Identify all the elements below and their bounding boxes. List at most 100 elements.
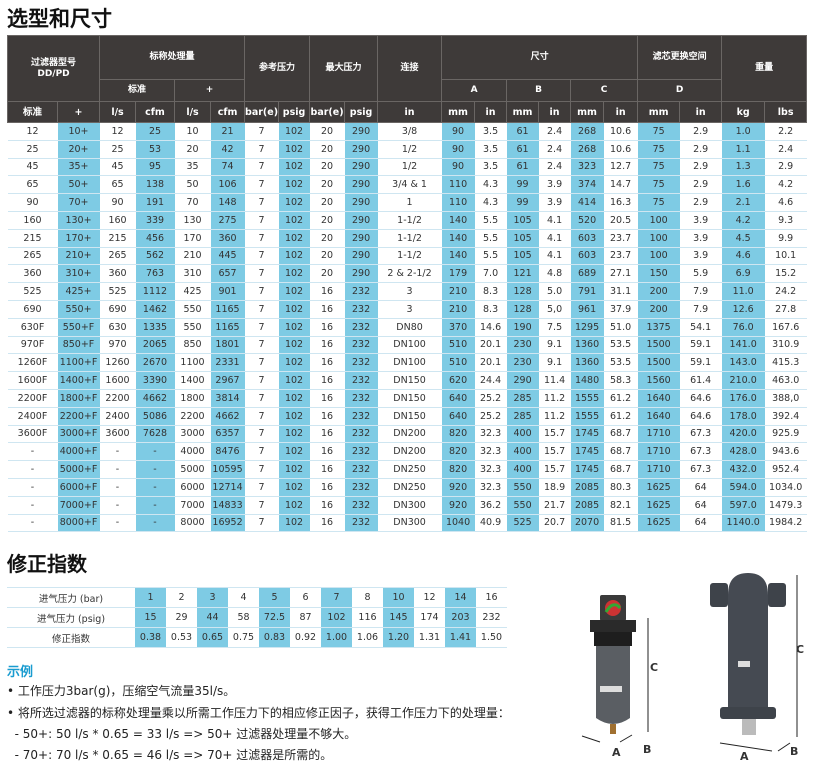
table-cell: 20 — [309, 158, 345, 177]
table-cell: 1375 — [637, 318, 680, 337]
table-cell: 1.0 — [721, 122, 765, 141]
correction-cell: 1.41 — [445, 627, 476, 648]
table-cell: 2400 — [99, 407, 136, 426]
table-cell: 7 — [244, 193, 279, 212]
table-cell: 15.7 — [538, 460, 571, 479]
table-cell: 2967 — [210, 371, 245, 390]
table-cell: 75 — [637, 175, 680, 195]
table-cell: 400 — [506, 425, 539, 444]
table-cell: 230 — [506, 336, 539, 355]
table-cell: 763 — [135, 264, 175, 284]
table-cell: 2070 — [570, 514, 604, 533]
table-cell: 12714 — [210, 478, 245, 497]
spec-table: 过滤器型号 DD/PD 标称处理量 参考压力 最大压力 连接 尺寸 滤芯更换空间… — [6, 35, 808, 533]
table-cell: 7 — [244, 318, 279, 337]
table-cell: 16 — [309, 460, 345, 479]
table-cell: 20 — [309, 247, 345, 266]
table-row: 2400F 2200+F 2400 5086 2200 4662 7 102 16 232 DN15… — [7, 407, 807, 426]
table-cell: 130+ — [57, 211, 100, 230]
table-cell: 45 — [99, 158, 136, 177]
unit-header: mm — [506, 101, 540, 123]
table-cell: 1555 — [570, 389, 604, 408]
table-cell: 850+F — [57, 336, 100, 355]
table-cell: 9.1 — [538, 336, 571, 355]
correction-cell: 14 — [445, 587, 476, 608]
unit-header: 标准 — [7, 101, 58, 123]
table-cell: - — [135, 442, 175, 462]
table-cell: 100 — [637, 229, 680, 248]
table-cell: - — [99, 460, 136, 479]
table-cell: 3600F — [7, 425, 58, 444]
table-cell: 1-1/2 — [377, 211, 442, 230]
correction-cell: 10 — [383, 587, 414, 608]
table-cell: 8476 — [210, 442, 245, 462]
correction-row: 进气压力 (psig) 15 29 44 58 72.5 87 102 116 145 174 203… — [7, 607, 507, 628]
table-cell: 1034.0 — [764, 478, 807, 497]
unit-header: bar(e) — [309, 101, 346, 123]
table-cell: 61 — [506, 158, 539, 177]
table-cell: 160 — [99, 211, 136, 230]
table-cell: 2.4 — [538, 140, 571, 159]
table-cell: 90 — [7, 193, 58, 212]
table-cell: 6000 — [174, 478, 211, 497]
table-cell: 2670 — [135, 353, 175, 373]
correction-cell: 1.31 — [414, 627, 445, 648]
table-row: 160 130+ 160 339 130 275 7 102 20 290 1-1/2 140 5.5 1… — [7, 211, 807, 230]
table-cell: 10 — [174, 122, 211, 141]
table-cell: 7000+F — [57, 496, 100, 515]
table-cell: 1625 — [637, 496, 680, 515]
table-cell: 1500 — [637, 353, 680, 373]
correction-table: 进气压力 (bar) 1 2 3 4 5 6 7 8 10 12 14 16 进气压力 (psig) 15 2… — [7, 587, 507, 648]
header-model: 过滤器型号 DD/PD — [6, 35, 101, 102]
table-cell: 265 — [99, 247, 136, 266]
table-cell: 45 — [7, 158, 58, 177]
correction-cell: 72.5 — [259, 607, 290, 628]
table-cell: 4.8 — [538, 264, 571, 284]
example-line: - 70+: 70 l/s * 0.65 = 46 l/s => 70+ 过滤器… — [7, 748, 333, 762]
table-cell: 1 — [377, 193, 442, 212]
table-cell: 102 — [278, 211, 310, 230]
header-dimensions: 尺寸 — [441, 35, 639, 80]
table-cell: 943.6 — [764, 442, 807, 462]
table-cell: 7 — [244, 140, 279, 159]
correction-row: 修正指数 0.38 0.53 0.65 0.75 0.83 0.92 1.00 1.06 1.20… — [7, 627, 507, 648]
header-ref-pressure: 参考压力 — [244, 35, 311, 102]
table-cell: 130 — [174, 211, 211, 230]
header-c: C — [570, 79, 639, 102]
table-cell: 3.5 — [474, 122, 507, 141]
table-cell: 400 — [506, 442, 539, 462]
table-cell: 290 — [344, 229, 378, 248]
table-cell: 102 — [278, 282, 310, 301]
table-cell: 4.3 — [474, 175, 507, 195]
table-cell: 5.5 — [474, 229, 507, 248]
table-cell: 4.1 — [538, 247, 571, 266]
table-cell: 102 — [278, 496, 310, 515]
table-cell: 32.3 — [474, 442, 507, 462]
table-cell: 16 — [309, 371, 345, 390]
table-cell: DN200 — [377, 442, 442, 462]
table-cell: 16 — [309, 478, 345, 497]
table-row: 12 10+ 12 25 10 21 7 102 20 290 3/8 90 3.5 61 2.4 268 10… — [7, 122, 807, 141]
table-cell: 9.1 — [538, 353, 571, 373]
correction-cell: 116 — [352, 607, 383, 628]
table-cell: 339 — [135, 211, 175, 230]
correction-cell: 4 — [228, 587, 259, 608]
table-cell: 7000 — [174, 496, 211, 515]
table-cell: 90 — [441, 158, 475, 177]
table-cell: 525 — [506, 514, 539, 533]
table-cell: 232 — [344, 371, 378, 390]
table-cell: 920 — [441, 496, 475, 515]
correction-cell: 29 — [166, 607, 197, 628]
table-row: 45 35+ 45 95 35 74 7 102 20 290 1/2 90 3.5 61 2.4 323 12… — [7, 158, 807, 177]
table-cell: 102 — [278, 460, 310, 479]
table-cell: 1710 — [637, 442, 680, 462]
table-row: 215 170+ 215 456 170 360 7 102 20 290 1-1/2 140 5.5 1… — [7, 229, 807, 248]
unit-header: in — [474, 101, 508, 123]
table-cell: 20 — [309, 211, 345, 230]
table-cell: 232 — [344, 389, 378, 408]
table-cell: 2400F — [7, 407, 58, 426]
table-cell: 230 — [506, 353, 539, 373]
table-cell: 550 — [506, 478, 539, 497]
table-cell: 15.7 — [538, 425, 571, 444]
table-cell: 290 — [344, 211, 378, 230]
